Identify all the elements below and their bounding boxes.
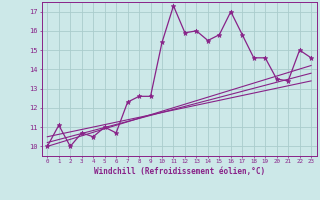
X-axis label: Windchill (Refroidissement éolien,°C): Windchill (Refroidissement éolien,°C): [94, 167, 265, 176]
